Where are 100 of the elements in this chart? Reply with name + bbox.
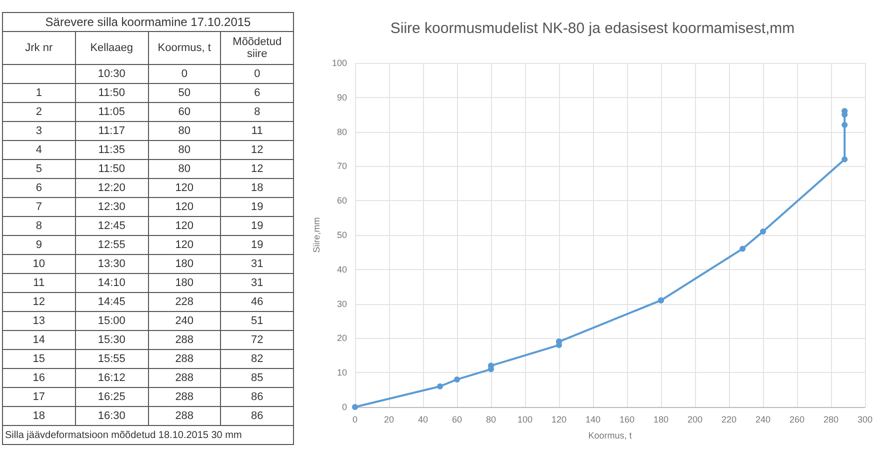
text: 80: [178, 125, 190, 137]
category-label: 3: [36, 125, 42, 137]
y-tick-label: 90: [336, 92, 347, 102]
category-label: 17: [32, 391, 45, 403]
category-label: 16: [32, 372, 45, 384]
x-axis-title: Koormus, t: [588, 430, 632, 440]
text: 288: [175, 334, 194, 346]
category-label: 5: [36, 163, 42, 175]
text: 288: [175, 391, 194, 403]
category-label: Jrk nr: [2, 32, 76, 64]
y-tick-label: 60: [336, 196, 347, 206]
x-tick-label: 140: [585, 414, 601, 424]
text: 180: [175, 258, 194, 270]
text: 16:25: [98, 391, 126, 403]
text: 288: [175, 353, 194, 365]
text: 80: [178, 163, 190, 175]
text: 12:45: [98, 220, 126, 232]
x-tick-label: 60: [452, 414, 462, 424]
text: 16:30: [98, 410, 126, 422]
text: 82: [251, 353, 264, 365]
text: 16:12: [98, 372, 126, 384]
x-tick-label: 160: [619, 414, 635, 424]
text: 14:45: [98, 296, 126, 308]
text: 11: [33, 277, 45, 289]
text: 15:30: [98, 334, 126, 346]
x-tick-label: 280: [823, 414, 839, 424]
y-tick-label: 30: [336, 298, 347, 309]
text: 11:17: [98, 125, 125, 137]
text: 228: [175, 296, 194, 308]
y-tick-label: 40: [336, 264, 347, 274]
text: 12:20: [98, 182, 126, 194]
text: 86: [251, 391, 264, 403]
x-tick-label: 260: [789, 414, 805, 424]
text: 12:30: [98, 201, 126, 213]
category-label: Kellaaeg: [75, 32, 148, 64]
category-label: 9: [36, 239, 42, 251]
text: 31: [251, 258, 264, 270]
text: 60: [178, 106, 190, 118]
y-tick-label: 100: [332, 58, 347, 68]
text: 13:30: [98, 258, 126, 270]
text: Silla jäävdeformatsioon mõõdetud 18.10.2015 30 mm: [2, 426, 294, 444]
category-label: 10: [32, 258, 45, 270]
x-tick-label: 200: [687, 414, 703, 424]
x-tick-label: 300: [857, 414, 873, 424]
x-tick-label: 20: [384, 414, 394, 424]
text: 15:55: [98, 353, 126, 365]
category-label: 13: [32, 315, 45, 327]
y-tick-label: 10: [336, 368, 347, 378]
category-label: 15: [32, 353, 45, 365]
text: 19: [251, 220, 264, 232]
y-axis-title: Siire,mm: [312, 217, 322, 253]
chart-title: Siire koormusmudelist NK-80 ja edasisest koormamisest,mm: [390, 20, 795, 37]
text: 80: [178, 144, 190, 156]
text: 12: [251, 163, 264, 175]
x-tick-label: 120: [551, 414, 567, 424]
text: 15:00: [98, 315, 126, 327]
y-tick-label: 0: [342, 402, 347, 412]
category-label: 11: [251, 125, 263, 137]
text: 19: [251, 239, 264, 251]
text: 50: [178, 87, 190, 99]
y-tick-label: 80: [336, 126, 347, 137]
text: 72: [251, 334, 264, 346]
text: 19: [251, 201, 264, 213]
category-label: 1: [36, 87, 42, 99]
text: 120: [175, 239, 194, 251]
x-tick-label: 0: [352, 414, 358, 424]
text: 0: [181, 68, 188, 80]
x-tick-label: 220: [721, 414, 737, 424]
text: 86: [251, 410, 264, 422]
text: 120: [175, 182, 194, 194]
x-tick-label: 80: [486, 414, 496, 424]
text: 0: [254, 68, 260, 80]
category-label: 7: [36, 201, 42, 213]
category-label: 14: [32, 334, 45, 346]
text: 11:35: [98, 144, 125, 156]
text: 10:30: [98, 68, 126, 80]
y-tick-label: 70: [336, 161, 347, 172]
text: 46: [251, 296, 264, 308]
text: 120: [175, 220, 194, 232]
category-label: 2: [36, 106, 42, 118]
x-tick-label: 240: [755, 414, 771, 424]
category-label: 18: [251, 182, 264, 194]
text: 12:55: [98, 239, 126, 251]
y-tick-label: 20: [336, 333, 347, 344]
text: 11:50: [98, 163, 125, 175]
text: 8: [36, 220, 42, 232]
text: 18: [32, 410, 45, 422]
x-tick-label: 180: [653, 414, 669, 424]
text: Särevere silla koormamine 17.10.2015: [2, 12, 294, 32]
category-label: 6: [254, 87, 260, 99]
text: 51: [251, 315, 264, 327]
text: 12: [32, 296, 45, 308]
text: 120: [175, 201, 194, 213]
category-label: 12: [251, 144, 264, 156]
category-label: Mõõdetud siire: [220, 32, 294, 64]
x-tick-label: 100: [517, 414, 533, 424]
x-tick-label: 40: [418, 414, 428, 424]
text: 31: [251, 277, 264, 289]
category-label: 4: [36, 144, 42, 156]
text: 11:05: [98, 106, 125, 118]
